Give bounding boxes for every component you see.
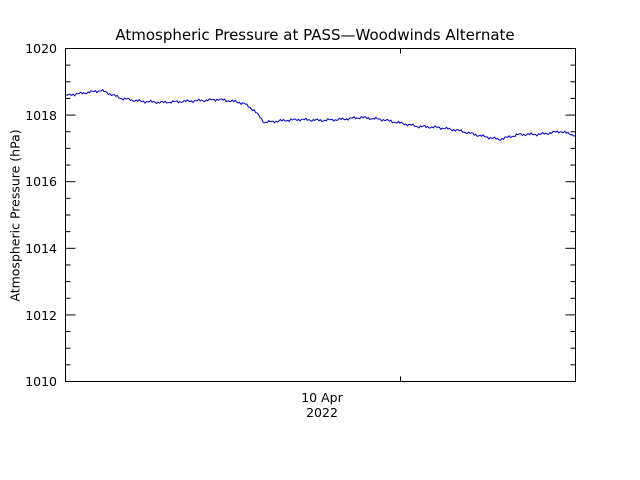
- y-tick-label-1016: 1016: [25, 174, 57, 189]
- plot-frame: [65, 48, 576, 382]
- y-tick-label-1012: 1012: [25, 308, 57, 323]
- pressure-line: [65, 88, 576, 141]
- y-tick-label-1018: 1018: [25, 108, 57, 123]
- x-tick-label: 10 Apr 2022: [282, 390, 362, 420]
- y-tick-label-1020: 1020: [25, 41, 57, 56]
- chart-title: Atmospheric Pressure at PASS—Woodwinds A…: [115, 26, 515, 44]
- x-tick-date: 10 Apr: [301, 390, 343, 405]
- y-tick-label-1010: 1010: [25, 374, 57, 389]
- x-tick-year: 2022: [306, 405, 338, 420]
- y-tick-label-1014: 1014: [25, 241, 57, 256]
